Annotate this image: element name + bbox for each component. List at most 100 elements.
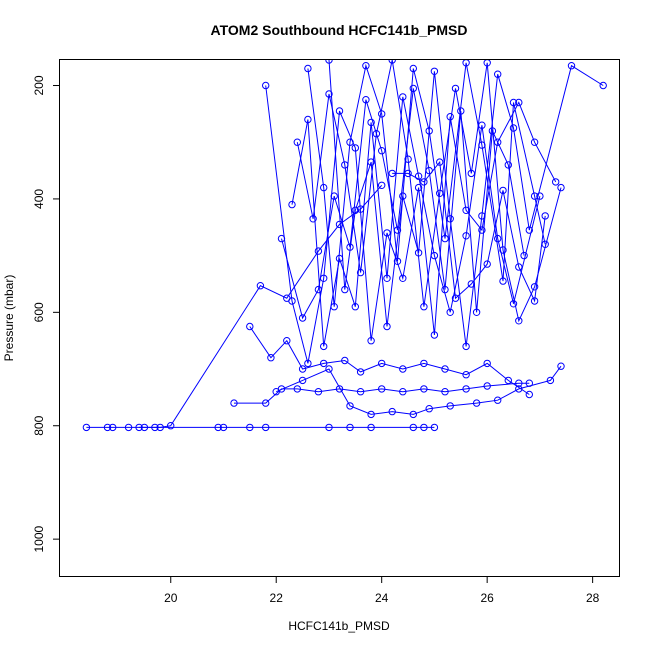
data-point — [314, 388, 323, 396]
x-axis: 20 22 24 26 28 — [164, 576, 600, 605]
data-point — [536, 192, 544, 200]
x-tick-label: 20 — [164, 591, 178, 605]
data-point — [446, 308, 454, 316]
data-point — [378, 147, 386, 155]
data-point — [309, 215, 317, 223]
data-point — [420, 385, 428, 393]
data-point — [399, 365, 407, 373]
data-point — [515, 263, 523, 271]
x-tick-label: 28 — [586, 591, 600, 605]
plot-frame — [59, 59, 620, 577]
data-point — [378, 359, 386, 368]
y-tick-label: 800 — [32, 415, 46, 435]
data-point — [356, 388, 365, 396]
series-line — [265, 85, 557, 364]
data-point — [262, 81, 270, 90]
data-point — [462, 60, 470, 67]
data-point — [509, 98, 518, 107]
data-point — [462, 342, 470, 351]
data-point — [441, 365, 449, 373]
data-point — [430, 423, 439, 432]
series-line — [249, 326, 530, 395]
data-point — [335, 385, 344, 393]
data-point — [420, 303, 428, 311]
data-point — [262, 423, 270, 432]
x-tick-label: 24 — [375, 591, 389, 605]
data-point — [462, 232, 470, 240]
data-point — [409, 410, 417, 419]
data-point — [441, 388, 449, 396]
data-point — [230, 399, 238, 407]
data-point — [504, 161, 512, 169]
data-point — [446, 402, 454, 410]
x-tick-label: 22 — [270, 591, 284, 605]
data-point — [388, 60, 396, 64]
data-point — [151, 423, 159, 432]
data-point — [246, 423, 254, 432]
data-point — [494, 396, 502, 404]
data-point — [346, 423, 354, 432]
data-point — [494, 234, 502, 243]
data-point — [420, 423, 428, 432]
data-point — [82, 423, 91, 432]
plot-area — [82, 60, 607, 432]
data-point — [478, 212, 486, 220]
data-point — [351, 303, 359, 311]
data-point — [509, 300, 518, 308]
series-line — [281, 88, 525, 320]
data-point — [288, 200, 296, 209]
chart-title: ATOM2 Southbound HCFC141b_PMSD — [211, 22, 468, 38]
data-point — [304, 115, 312, 124]
data-point — [362, 96, 370, 104]
data-point — [256, 282, 265, 290]
series-6 — [262, 81, 560, 368]
data-point — [320, 359, 328, 368]
data-point — [525, 390, 533, 399]
y-axis: 200 400 600 800 1000 — [32, 75, 60, 552]
data-point — [367, 410, 375, 419]
data-point — [451, 294, 460, 302]
data-point — [383, 274, 391, 282]
data-point — [388, 169, 396, 178]
data-point — [378, 385, 386, 393]
data-point — [356, 268, 365, 277]
data-point — [246, 322, 254, 331]
data-point — [478, 121, 486, 129]
data-point — [483, 382, 491, 390]
data-point — [541, 212, 549, 220]
data-point — [109, 423, 117, 432]
data-point — [388, 407, 396, 416]
series-9 — [277, 84, 528, 322]
data-point — [293, 385, 301, 393]
data-point — [320, 342, 328, 351]
series-line — [328, 60, 604, 347]
series-line — [234, 382, 530, 404]
data-point — [488, 127, 497, 135]
series-line — [291, 96, 541, 347]
data-point — [436, 158, 444, 166]
series-line — [296, 60, 562, 323]
y-tick-label: 200 — [32, 75, 46, 95]
data-point — [214, 423, 222, 432]
data-point — [499, 277, 507, 285]
data-point — [504, 376, 512, 385]
series-line — [276, 365, 562, 415]
data-point — [515, 98, 523, 107]
data-point — [494, 138, 502, 146]
data-point — [393, 257, 402, 265]
data-point — [367, 118, 375, 127]
data-point — [499, 246, 507, 254]
data-point — [430, 331, 439, 339]
data-point — [288, 297, 296, 305]
data-point — [351, 206, 359, 215]
data-point — [515, 379, 523, 387]
data-point — [409, 64, 417, 73]
data-point — [298, 314, 307, 322]
y-tick-label: 1000 — [32, 525, 46, 552]
data-point — [314, 247, 323, 255]
data-point — [494, 70, 502, 78]
data-point — [399, 93, 407, 101]
data-point — [304, 359, 312, 368]
series-line — [307, 62, 546, 307]
series-5 — [272, 362, 565, 419]
